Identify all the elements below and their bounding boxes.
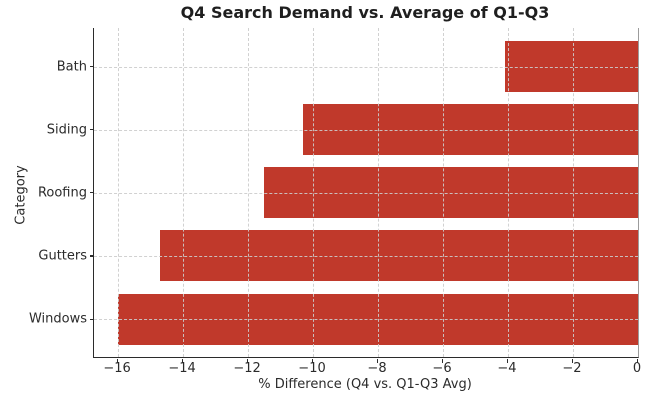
x-tick-label: 0 — [632, 361, 642, 376]
y-tick-label-bath: Bath — [56, 59, 87, 74]
gridline-y — [94, 319, 638, 321]
x-tick-mark — [636, 358, 638, 363]
x-tick-mark — [571, 358, 573, 363]
gridline-x — [118, 28, 120, 357]
y-tick-label-roofing: Roofing — [37, 185, 87, 201]
y-tick-mark — [89, 66, 94, 68]
x-tick-mark — [181, 358, 183, 363]
x-tick-mark — [311, 358, 313, 363]
x-tick-label: −8 — [367, 361, 387, 376]
gridline-y — [94, 255, 638, 257]
gridline-x — [378, 28, 380, 357]
gridline-y — [94, 66, 638, 68]
y-tick-mark — [89, 318, 94, 320]
x-tick-label: −14 — [168, 361, 196, 376]
plot-area — [93, 28, 639, 358]
x-tick-mark — [376, 358, 378, 363]
y-tick-label-windows: Windows — [28, 311, 87, 327]
gridline-x — [183, 28, 185, 357]
chart-title: Q4 Search Demand vs. Average of Q1-Q3 — [180, 3, 550, 22]
x-tick-mark — [116, 358, 118, 363]
x-tick-mark — [246, 358, 248, 363]
gridline-x — [508, 28, 509, 357]
x-tick-label: −6 — [432, 361, 452, 376]
gridline-y — [94, 192, 638, 194]
gridline-y — [94, 129, 638, 131]
x-axis-title: % Difference (Q4 vs. Q1-Q3 Avg) — [258, 377, 472, 392]
y-tick-label-siding: Siding — [46, 122, 87, 138]
gridline-x — [443, 28, 445, 357]
y-tick-mark — [89, 255, 94, 257]
x-tick-label: −2 — [562, 361, 582, 376]
x-tick-label: −10 — [298, 361, 326, 376]
gridline-x — [573, 28, 574, 357]
x-tick-label: −12 — [233, 361, 261, 376]
x-tick-mark — [441, 358, 443, 363]
gridline-x — [313, 28, 315, 357]
y-tick-mark — [89, 192, 94, 194]
y-tick-label-gutters: Gutters — [38, 248, 87, 264]
gridline-x — [248, 28, 250, 357]
x-tick-label: −4 — [497, 361, 517, 376]
x-tick-mark — [506, 358, 508, 363]
x-tick-label: −16 — [103, 361, 131, 376]
y-tick-mark — [89, 129, 94, 131]
